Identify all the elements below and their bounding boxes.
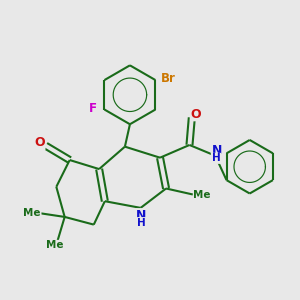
Text: Me: Me [23,208,41,218]
Text: H: H [137,218,146,228]
Text: H: H [212,153,221,164]
Text: N: N [212,143,222,157]
Text: O: O [34,136,45,149]
Text: Br: Br [161,72,176,85]
Text: O: O [190,108,201,121]
Text: F: F [89,102,97,115]
Text: Me: Me [194,190,211,200]
Text: Me: Me [46,240,63,250]
Text: N: N [136,209,146,222]
